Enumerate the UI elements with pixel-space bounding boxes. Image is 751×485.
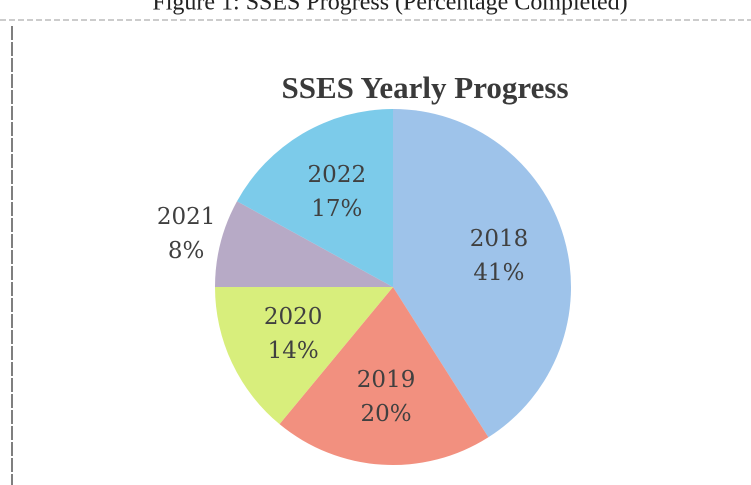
slice-category-label: 2018 xyxy=(470,226,529,252)
pie-slice xyxy=(215,201,393,287)
pie-slice xyxy=(393,109,571,438)
slice-category-label: 2021 xyxy=(157,204,216,230)
pie xyxy=(215,108,571,465)
pie-slice xyxy=(279,287,489,465)
slice-value-label: 14% xyxy=(268,338,319,364)
figure-caption: Figure 1: SSES Progress (Percentage Comp… xyxy=(152,0,627,16)
slice-value-label: 20% xyxy=(361,401,412,427)
slice-value-label: 17% xyxy=(311,196,362,222)
slice-value-label: 8% xyxy=(168,238,205,264)
slice-category-label: 2019 xyxy=(357,367,416,393)
pie-slice xyxy=(215,287,393,425)
chart-title: SSES Yearly Progress xyxy=(281,70,568,105)
pie-slice xyxy=(237,108,393,287)
slice-category-label: 2022 xyxy=(308,162,367,188)
slice-category-label: 2020 xyxy=(264,304,323,330)
slice-value-label: 41% xyxy=(473,260,524,286)
